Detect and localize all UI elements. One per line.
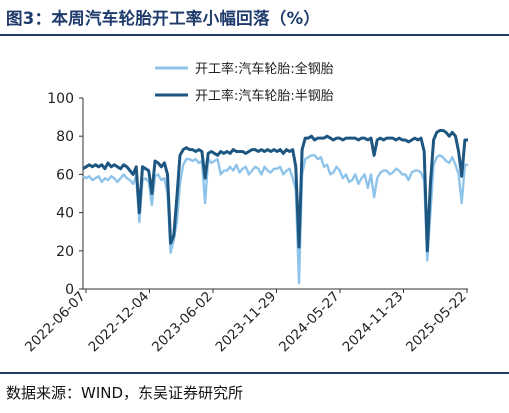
y-tick-label: 20 <box>56 244 74 260</box>
x-tick-label: 2023-06-02 <box>149 289 216 356</box>
y-tick-label: 100 <box>47 91 74 107</box>
x-tick-label: 2023-11-29 <box>213 289 280 356</box>
top-rule <box>0 34 509 36</box>
y-tick-label: 40 <box>56 206 74 222</box>
line-chart: 开工率:汽车轮胎:全钢胎 开工率:汽车轮胎:半钢胎 0 20 40 60 80 100 20… <box>22 61 470 355</box>
legend-label-series-2: 开工率:汽车轮胎:半钢胎 <box>195 88 334 104</box>
x-tick-label: 2024-05-27 <box>276 289 343 356</box>
y-tick-label: 80 <box>56 129 74 145</box>
series-line-all-steel <box>82 154 468 285</box>
legend-label-series-1: 开工率:汽车轮胎:全钢胎 <box>195 61 334 77</box>
series-layer <box>82 129 468 285</box>
x-tick-label: 2022-06-07 <box>22 289 89 356</box>
x-tick-label: 2024-11-23 <box>340 289 407 356</box>
source-note: 数据来源：WIND，东吴证券研究所 <box>6 384 244 402</box>
axes: 0 20 40 60 80 100 2022-06-072022-12-042023-06-… <box>22 91 470 355</box>
bottom-rule <box>0 372 509 374</box>
x-tick-label: 2022-12-04 <box>86 289 153 356</box>
series-line-semi-steel <box>82 129 468 253</box>
y-tick-label: 0 <box>65 282 74 298</box>
legend: 开工率:汽车轮胎:全钢胎 开工率:汽车轮胎:半钢胎 <box>155 61 334 104</box>
y-tick-label: 60 <box>56 167 74 183</box>
chart-title: 图3：本周汽车轮胎开工率小幅回落（%） <box>6 9 321 28</box>
x-tick-label: 2025-05-22 <box>403 289 470 356</box>
